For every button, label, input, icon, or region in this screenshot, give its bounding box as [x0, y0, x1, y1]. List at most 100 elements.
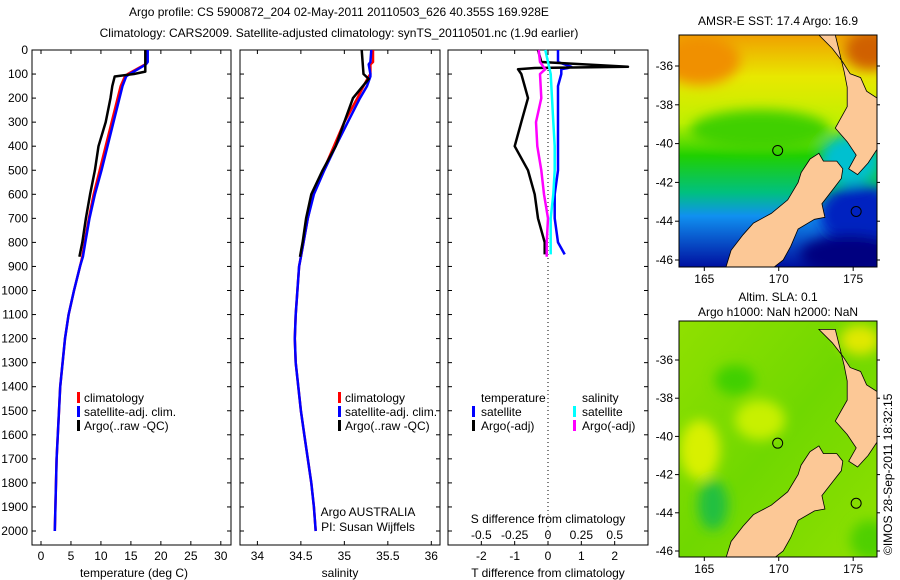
legend-swatch-satellite	[77, 406, 80, 417]
legend-label: satellite	[481, 405, 522, 419]
argo-float-marker	[772, 144, 784, 156]
y-tick-label: 300	[8, 115, 28, 129]
map-y-tick-label: -38	[656, 98, 674, 112]
y-tick-label: 500	[8, 163, 28, 177]
y-tick-label: 1400	[1, 380, 28, 394]
south-island	[725, 445, 844, 557]
title-line-2: Climatology: CARS2009. Satellite-adjuste…	[100, 26, 579, 40]
x2-tick-label: -0.25	[501, 528, 529, 542]
map-y-tick-label: -44	[656, 214, 674, 228]
x2-tick-label: 0	[545, 528, 552, 542]
sst-map	[679, 35, 877, 267]
s-diff-xlabel: S difference from climatology	[471, 512, 626, 526]
x-tick-label: 15	[124, 549, 138, 563]
x-tick-label: 34.5	[289, 549, 313, 563]
x-tick-label: 1	[578, 549, 585, 563]
y-tick-label: 1200	[1, 332, 28, 346]
land-new-zealand	[725, 35, 877, 267]
legend-label: satellite-adj. clim.	[345, 405, 437, 419]
sla-map-frame	[678, 320, 878, 558]
y-tick-label: 1700	[1, 452, 28, 466]
argo-float-marker	[850, 206, 862, 217]
argo-float-marker	[772, 437, 784, 449]
x-tick-label: 5	[68, 549, 75, 563]
legend-label: Argo(..raw -QC)	[84, 419, 169, 433]
x2-tick-label: 0.25	[570, 528, 594, 542]
legend-swatch-s-argo	[573, 420, 576, 431]
y-tick-label: 100	[8, 67, 28, 81]
argo-float-marker	[850, 497, 862, 509]
map-y-tick-label: -46	[656, 253, 674, 267]
sst-field-detail	[679, 35, 877, 267]
y-tick-label: 600	[8, 187, 28, 201]
map-y-tick-label: -38	[656, 391, 674, 405]
legend-label: climatology	[345, 391, 405, 405]
difference-line-0	[553, 50, 573, 256]
x-tick-label: -2	[476, 549, 487, 563]
x-tick-label: -1	[509, 549, 520, 563]
sla-map-title-1: Altim. SLA: 0.1	[738, 290, 818, 304]
x2-tick-label: -0.5	[471, 528, 492, 542]
y-tick-label: 1900	[1, 500, 28, 514]
t-diff-xlabel: T difference from climatology	[471, 566, 625, 580]
sst-map-frame	[678, 34, 878, 268]
map-x-tick-label: 165	[694, 272, 714, 286]
map-y-tick-label: -42	[656, 175, 674, 189]
temperature-plot-area	[31, 49, 232, 546]
axis-ticks: 0100200300400500600700800900100011001200…	[1, 43, 880, 576]
legend-swatch-t-satellite	[472, 406, 475, 417]
x-tick-label: 36	[425, 549, 439, 563]
legend-swatch-satellite	[338, 406, 341, 417]
sst-map-title: AMSR-E SST: 17.4 Argo: 16.9	[698, 14, 858, 28]
map-x-tick-label: 175	[843, 272, 863, 286]
sla-map	[679, 321, 877, 557]
y-tick-label: 200	[8, 91, 28, 105]
legend-swatch-s-satellite	[573, 406, 576, 417]
temperature-legend: climatology satellite-adj. clim. Argo(..…	[77, 391, 176, 433]
legend-title-salinity: salinity	[582, 391, 619, 405]
salinity-line-2	[298, 49, 370, 258]
profile-lines	[53, 49, 630, 532]
y-tick-label: 1000	[1, 284, 28, 298]
x2-tick-label: 0.5	[606, 528, 623, 542]
map-x-tick-label: 165	[694, 562, 714, 576]
south-island	[725, 152, 844, 267]
map-y-tick-label: -36	[656, 59, 674, 73]
y-tick-label: 1100	[2, 308, 28, 322]
x-tick-label: 30	[214, 549, 228, 563]
x-tick-label: 20	[154, 549, 168, 563]
x-tick-label: 0	[38, 549, 45, 563]
y-tick-label: 400	[8, 139, 28, 153]
y-tick-label: 1500	[1, 404, 28, 418]
x-tick-label: 2	[611, 549, 618, 563]
map-y-tick-label: -40	[656, 429, 674, 443]
legend-swatch-argo	[77, 420, 80, 431]
map-y-tick-label: -40	[656, 137, 674, 151]
map-y-tick-label: -36	[656, 353, 674, 367]
legend-swatch-climatology	[77, 392, 80, 403]
north-island	[817, 328, 877, 468]
title-line-1: Argo profile: CS 5900872_204 02-May-2011…	[129, 5, 549, 19]
map-x-tick-label: 170	[769, 272, 789, 286]
map-y-tick-label: -44	[656, 506, 674, 520]
sla-map-title-2: Argo h1000: NaN h2000: NaN	[698, 305, 858, 319]
difference-legend: temperature satellite Argo(-adj) salinit…	[472, 391, 635, 433]
x-tick-label: 25	[184, 549, 198, 563]
difference-line-1	[513, 49, 630, 255]
argo-program-annotation: Argo AUSTRALIA	[321, 505, 416, 519]
y-tick-label: 1300	[1, 356, 28, 370]
map-y-tick-label: -42	[656, 468, 674, 482]
x-tick-label: 10	[94, 549, 108, 563]
temperature-xlabel: temperature (deg C)	[80, 566, 188, 580]
salinity-legend: climatology satellite-adj. clim. Argo(..…	[338, 391, 437, 433]
x-tick-label: 0	[545, 549, 552, 563]
map-x-tick-label: 175	[843, 562, 863, 576]
y-tick-label: 1800	[1, 476, 28, 490]
y-tick-label: 700	[8, 211, 28, 225]
x-tick-label: 35.5	[376, 549, 400, 563]
pi-annotation: PI: Susan Wijffels	[321, 520, 415, 534]
temperature-line-0	[53, 50, 148, 532]
y-tick-label: 0	[21, 43, 28, 57]
legend-swatch-argo	[338, 420, 341, 431]
